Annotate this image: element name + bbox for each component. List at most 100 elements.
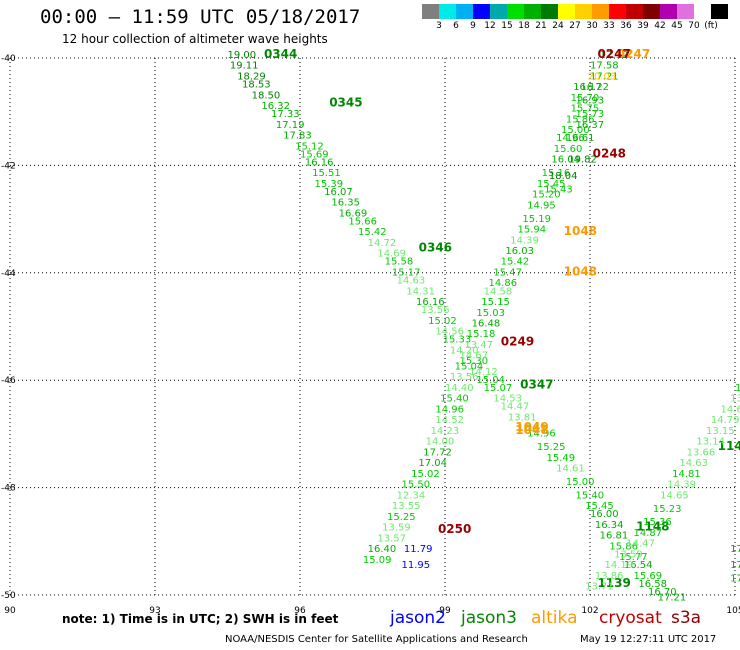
data-point-label: 11.95: [402, 560, 431, 571]
scale-label: 27: [569, 21, 581, 31]
data-point-label: 15.20: [532, 190, 561, 201]
scale-swatch: [541, 4, 558, 19]
data-point-label: 17.04: [418, 458, 447, 469]
data-point-label: 14.23: [431, 426, 460, 437]
scale-label: 9: [470, 21, 476, 31]
data-point-label: 15.04: [476, 375, 505, 386]
data-point-label: 17: [730, 574, 740, 585]
data-point-label: 15.00: [566, 477, 595, 488]
data-point-label: 14.31: [406, 286, 435, 297]
pass-time-label: 0250: [438, 522, 471, 536]
data-point-label: 15.73: [576, 109, 605, 120]
scale-label: 18: [518, 21, 530, 31]
data-point-label: 15.70: [571, 93, 600, 104]
data-point-label: 16.16: [416, 297, 445, 308]
data-point-label: 14.63: [397, 276, 426, 287]
scale-swatch: [456, 4, 473, 19]
scale-label: 24: [552, 21, 564, 31]
scale-swatch: [677, 4, 694, 19]
legend-cryosat: cryosat: [599, 608, 662, 628]
data-point-label: 14.19: [605, 560, 634, 571]
data-point-label: 16.40: [368, 544, 397, 555]
data-point-label: 16.70: [648, 587, 677, 598]
data-point-label: 14.58: [484, 286, 513, 297]
data-point-label: 19.11: [230, 61, 259, 72]
data-point-label: 18.04: [549, 171, 578, 182]
scale-swatch: [694, 4, 711, 19]
data-point-label: 14.79: [711, 415, 740, 426]
data-point-label: 19.00: [228, 50, 257, 61]
data-point-label: 16.61: [566, 133, 595, 144]
data-point-label: 15.23: [653, 504, 682, 515]
data-point-label: 13.86: [595, 571, 624, 582]
pass-time-label: 0345: [329, 95, 362, 109]
data-point-label: 12.34: [397, 490, 426, 501]
data-point-label: 15.94: [518, 225, 547, 236]
pass-time-label: 1048: [564, 264, 597, 278]
x-tick-label: 90: [4, 606, 16, 616]
y-tick-label: -50: [1, 591, 16, 601]
data-point-label: 17: [730, 560, 740, 571]
data-point-label: 16.04: [551, 155, 580, 166]
data-point-label: 16.93: [576, 96, 605, 107]
data-point-label: 15.75: [571, 104, 600, 115]
data-point-label: 20.03: [588, 71, 617, 82]
data-point-label: 13.59: [614, 549, 643, 560]
pass-time-label: 114: [718, 439, 740, 453]
legend-altika: altika: [531, 608, 578, 628]
data-point-label: 17.58: [590, 61, 619, 72]
data-point-label: 17.83: [283, 131, 312, 142]
data-point-label: 16.69: [339, 208, 368, 219]
scale-swatch: [609, 4, 626, 19]
footnote: note: 1) Time is in UTC; 2) SWH is in fe…: [62, 612, 339, 626]
pass-time-label: 1048: [515, 423, 548, 437]
pass-time-label: 1048: [564, 224, 597, 238]
data-point-label: 17: [730, 544, 740, 555]
data-point-label: 15.60: [554, 144, 583, 155]
data-point-label: 15.40: [440, 394, 469, 405]
data-point-label: 15.50: [402, 480, 431, 491]
scale-label: 3: [436, 21, 442, 31]
data-point-label: 17.19: [276, 120, 305, 131]
data-point-label: 15.66: [348, 216, 377, 227]
data-point-label: 14.20: [450, 345, 479, 356]
data-point-label: 14.95: [527, 200, 556, 211]
data-point-label: 16.16: [305, 157, 334, 168]
pass-time-label: 0344: [264, 47, 297, 61]
data-point-label: 14.52: [435, 415, 464, 426]
data-point-label: 13.58: [730, 394, 740, 405]
data-point-label: 15.86: [566, 114, 595, 125]
data-point-label: 15.69: [300, 149, 329, 160]
data-point-label: 19.82: [568, 155, 597, 166]
pass-time-label: 0248: [593, 146, 626, 160]
data-point-label: 15.02: [428, 316, 457, 327]
data-point-label: 15.47: [493, 267, 522, 278]
data-point-label: 14.12: [469, 367, 498, 378]
data-point-label: 15.03: [476, 308, 505, 319]
scale-swatch: [490, 4, 507, 19]
data-point-label: 13.47: [464, 340, 493, 351]
scale-swatch: [439, 4, 456, 19]
data-point-label: 15.40: [576, 490, 605, 501]
data-point-label: 14.39: [510, 235, 539, 246]
y-tick-label: -40: [1, 54, 16, 64]
data-point-label: 15.09: [363, 555, 392, 566]
scale-swatch: [473, 4, 490, 19]
legend-s3a: s3a: [671, 608, 702, 628]
x-tick-label: 102: [581, 606, 598, 616]
data-point-label: 14.96: [527, 429, 556, 440]
data-point-label: 13.81: [508, 412, 537, 423]
scale-label: 12: [484, 21, 496, 31]
y-tick-label: -48: [1, 484, 16, 494]
scale-swatch: [422, 4, 439, 19]
data-point-label: 14.72: [368, 238, 397, 249]
data-point-label: 14.39: [667, 480, 696, 491]
data-point-label: 14.87: [634, 528, 663, 539]
data-point-label: 15.15: [481, 297, 510, 308]
data-point-label: 14.56: [435, 327, 464, 338]
data-point-label: 14.96: [435, 404, 464, 415]
data-point-label: 17.33: [271, 109, 300, 120]
data-point-label: 15.51: [312, 168, 341, 179]
data-point-label: 15.12: [295, 141, 324, 152]
